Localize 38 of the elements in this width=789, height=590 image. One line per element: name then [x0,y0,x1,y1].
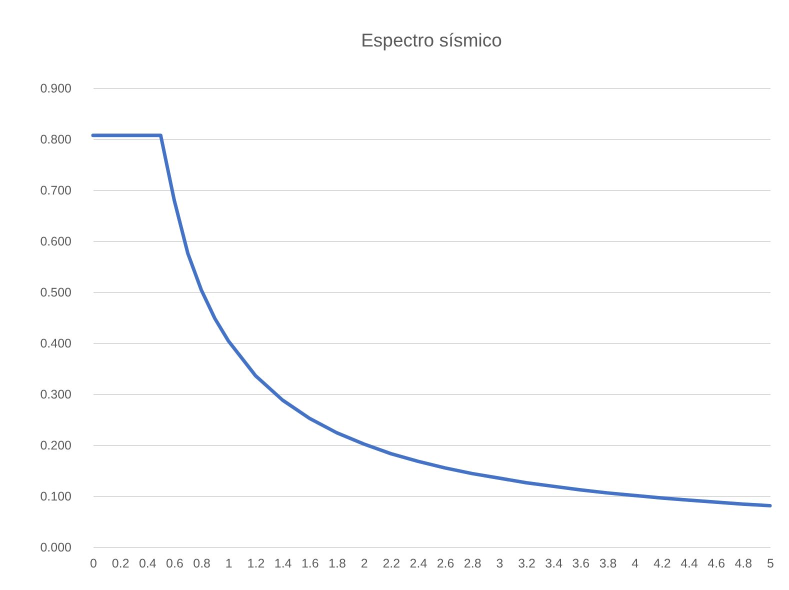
y-tick-label: 0.000 [40,540,72,554]
y-tick-label: 0.600 [40,234,72,248]
x-tick-label: 3 [496,556,504,570]
y-tick-label: 0.700 [40,184,72,198]
x-tick-label: 4.8 [734,556,752,570]
x-tick-label: 2.4 [410,556,428,570]
x-tick-label: 1.8 [328,556,346,570]
y-tick-label: 0.900 [40,82,72,96]
x-tick-label: 0.4 [138,556,156,570]
x-tick-label: 1 [225,556,232,570]
x-tick-label: 4 [632,556,639,570]
y-tick-label: 0.800 [40,132,72,146]
chart-title: Espectro sísmico [361,30,502,50]
line-series [91,134,772,508]
y-tick-label: 0.400 [40,336,72,350]
x-tick-label: 2 [360,556,368,570]
x-tick-label: 0.6 [166,556,184,570]
x-tick-label: 3.6 [572,556,590,570]
y-tick-label: 0.500 [40,286,72,300]
x-tick-label: 1.4 [274,556,292,570]
y-tick-label: 0.100 [40,490,72,504]
y-tick-label: 0.200 [40,438,72,452]
x-tick-label: 0.2 [112,556,130,570]
x-tick-label: 4.4 [680,556,698,570]
x-tick-label: 3.2 [518,556,536,570]
x-tick-label: 1.2 [247,556,265,570]
y-tick-label: 0.300 [40,388,72,402]
x-tick-label: 2.2 [382,556,400,570]
x-tick-label: 2.6 [436,556,454,570]
x-tick-label: 1.6 [301,556,319,570]
x-tick-label: 2.8 [464,556,482,570]
x-tick-label: 0 [90,556,98,570]
x-tick-label: 0.8 [193,556,211,570]
x-tick-label: 4.2 [653,556,671,570]
x-tick-label: 5 [767,556,774,570]
x-tick-label: 3.4 [545,556,563,570]
x-tick-label: 4.6 [708,556,726,570]
x-tick-label: 3.8 [599,556,617,570]
